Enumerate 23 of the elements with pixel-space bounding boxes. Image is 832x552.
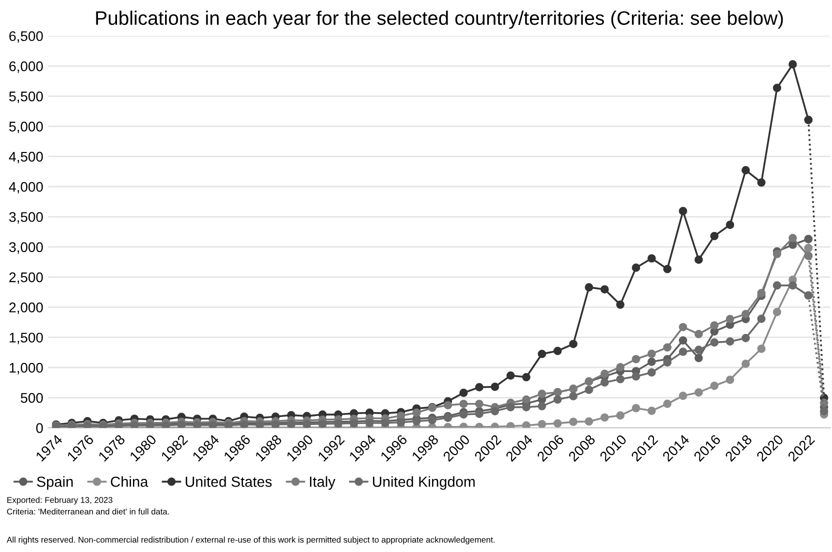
y-tick-label: 6,000 [9,61,43,73]
legend-label: United Kingdom [372,476,475,490]
y-tick-label: 4,000 [8,182,43,194]
y-tick-label: 5,500 [9,92,43,103]
chart-title: Publications in each year for the selected country/territories (Criteria: see below) [96,10,783,29]
legend-label: Italy [310,476,336,490]
y-tick-label: 5,000 [9,122,43,134]
y-tick-label: 6,500 [9,31,43,43]
text: Exported: February 13, 2023 [7,496,112,505]
y-tick-label: 1,500 [10,332,43,344]
y-tick-label: 1,000 [10,362,43,374]
text: Criteria: 'Mediterranean and diet' in full data. [7,508,169,515]
y-tick-label: 2,500 [9,272,43,284]
legend-label: Spain [36,476,73,490]
y-tick-label: 3,500 [9,212,43,224]
legend-label: United States [186,476,272,487]
y-tick-label: 500 [20,392,43,403]
y-tick-label: 2,000 [9,302,43,314]
legend-label: China [110,476,148,487]
text: All rights reserved. Non-commercial redistribution / external re-use of this work is permitted subject to appropriate acknowledgement. [6,536,495,544]
y-tick-label: 0 [36,423,43,433]
y-tick-label: 3,000 [9,242,43,254]
y-tick-label: 4,500 [8,152,43,164]
